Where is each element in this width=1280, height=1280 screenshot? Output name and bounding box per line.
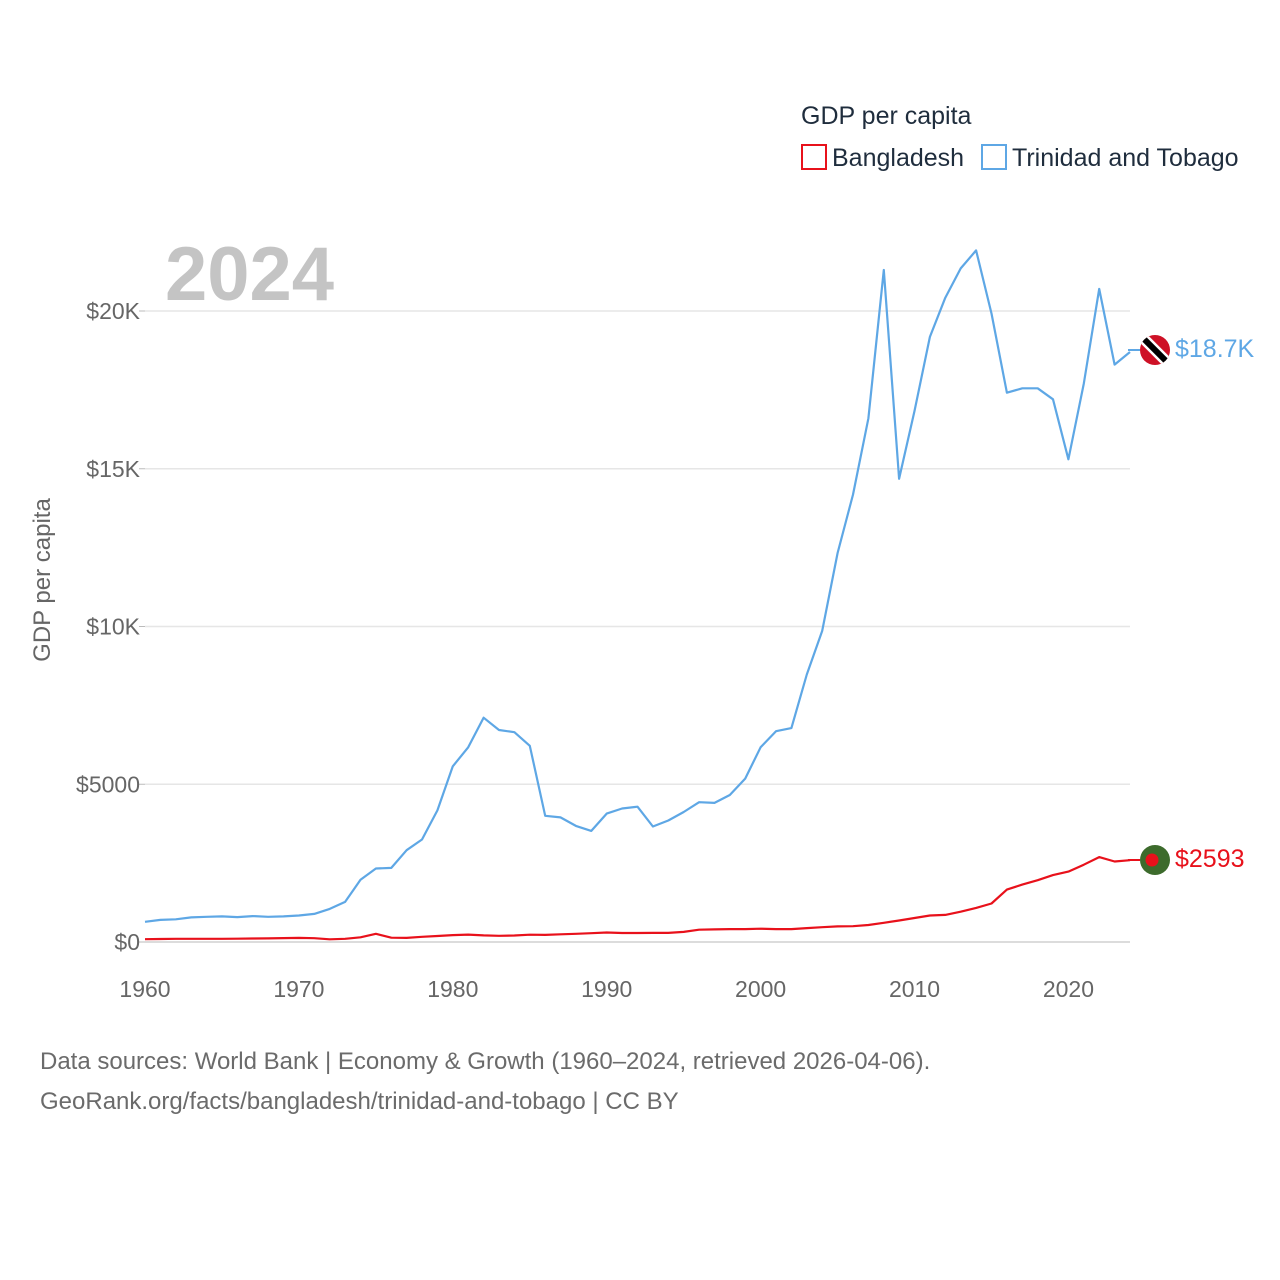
x-tick-label: 1980: [427, 976, 478, 1002]
legend-label-bangladesh[interactable]: Bangladesh: [832, 144, 964, 172]
x-tick-label: 1970: [273, 976, 324, 1002]
trinidad-and-tobago-flag-icon: [1140, 335, 1170, 365]
x-tick-label: 1960: [119, 976, 170, 1002]
series-line-trinidad-and-tobago[interactable]: [144, 249, 1131, 923]
y-tick-label: $20K: [86, 298, 140, 324]
source-line: Data sources: World Bank | Economy & Gro…: [40, 1048, 931, 1075]
data-source-footer: Data sources: World Bank | Economy & Gro…: [40, 1042, 930, 1122]
x-axis-ticks: 1960 1970 1980 1990 2000 2010 2020: [119, 976, 1094, 1002]
series-lines: [144, 249, 1131, 941]
year-label: 2024: [165, 232, 334, 317]
y-axis-label: GDP per capita: [29, 498, 56, 662]
source-link[interactable]: GeoRank.org/facts/bangladesh/trinidad-an…: [40, 1088, 679, 1115]
y-axis-ticks: $0 $5000 $10K $15K $20K: [76, 298, 145, 955]
y-tick-label: $15K: [86, 456, 140, 482]
legend-swatch-bangladesh[interactable]: [801, 144, 827, 170]
legend-title: GDP per capita: [801, 102, 972, 130]
trinidad-and-tobago-end-value: $18.7K: [1175, 335, 1255, 363]
legend-label-trinidad-and-tobago[interactable]: Trinidad and Tobago: [1012, 144, 1239, 172]
x-tick-label: 2010: [889, 976, 940, 1002]
x-tick-label: 2020: [1043, 976, 1094, 1002]
y-tick-label: $10K: [86, 614, 140, 640]
series-line-bangladesh[interactable]: [144, 855, 1131, 941]
x-tick-label: 2000: [735, 976, 786, 1002]
y-tick-label: $0: [114, 929, 140, 955]
gridlines: [145, 310, 1130, 943]
legend-swatch-trinidad-and-tobago[interactable]: [981, 144, 1007, 170]
bangladesh-flag-icon: [1140, 845, 1170, 875]
bangladesh-end-value: $2593: [1175, 845, 1245, 873]
y-tick-label: $5000: [76, 771, 140, 797]
x-tick-label: 1990: [581, 976, 632, 1002]
